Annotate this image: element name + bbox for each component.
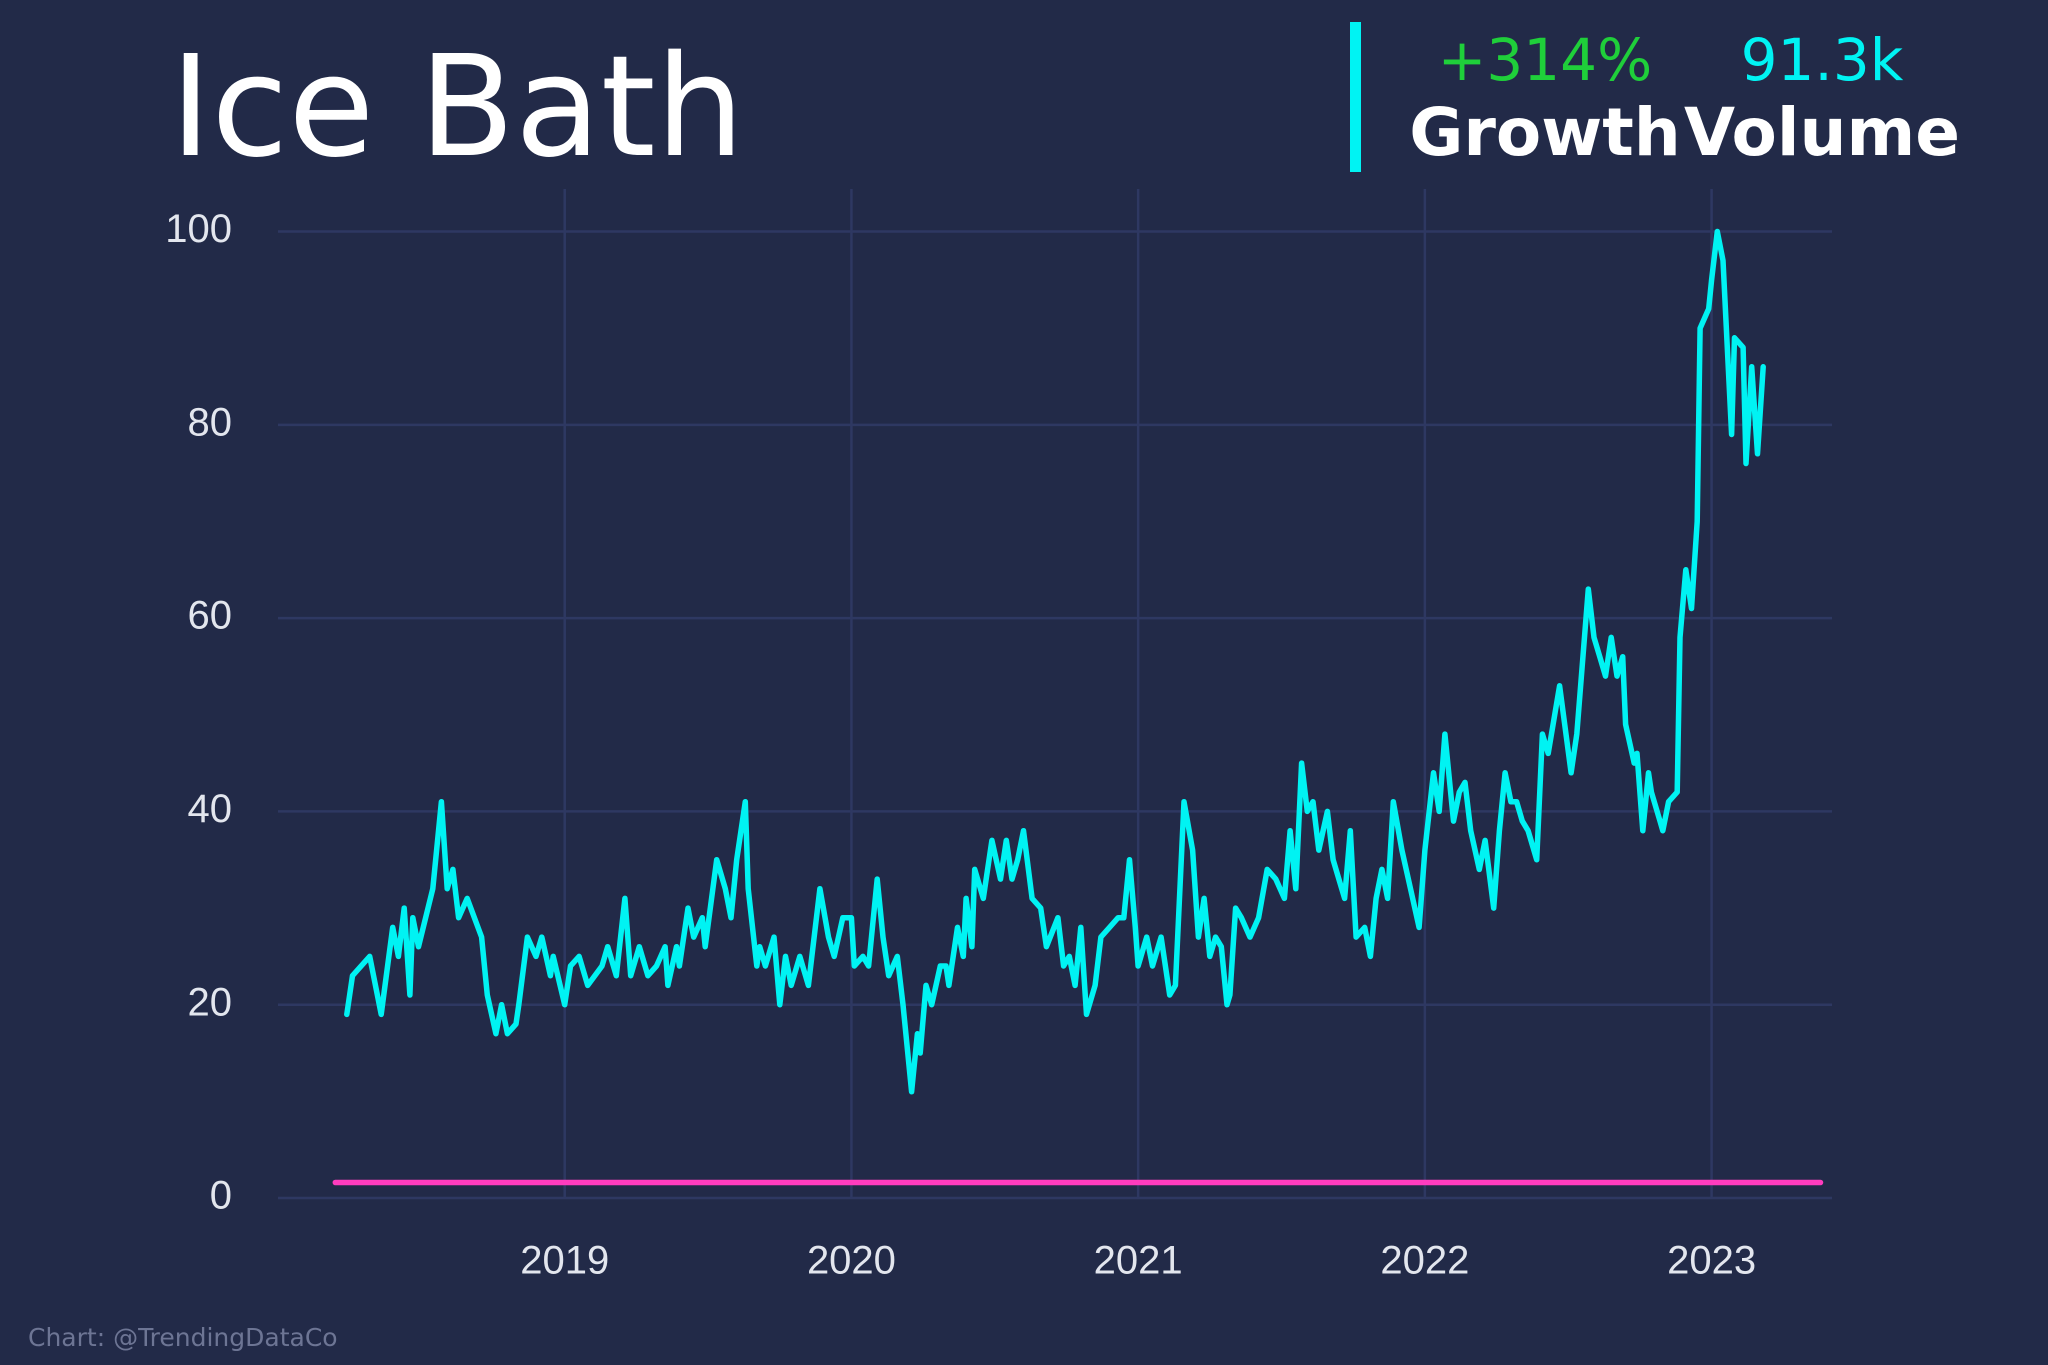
chart-title: Ice Bath: [170, 26, 744, 189]
y-tick-label: 100: [165, 207, 232, 251]
x-tick-label: 2020: [807, 1239, 896, 1283]
volume-value: 91.3k: [1741, 26, 1904, 94]
y-tick-label: 20: [188, 980, 233, 1024]
credit: Chart: @TrendingDataCo: [28, 1323, 338, 1352]
x-tick-label: 2021: [1094, 1239, 1183, 1283]
growth-label: Growth: [1409, 94, 1681, 171]
growth-value: +314%: [1438, 26, 1652, 94]
x-tick-label: 2023: [1667, 1239, 1756, 1283]
y-tick-label: 40: [188, 787, 233, 831]
x-tick-label: 2019: [520, 1239, 609, 1283]
line: [344, 228, 1766, 1095]
x-tick-label: 2022: [1380, 1239, 1469, 1283]
volume-label: Volume: [1684, 94, 1960, 171]
y-tick-label: 0: [210, 1174, 232, 1218]
y-tick-label: 80: [188, 400, 233, 444]
y-tick-label: 60: [188, 594, 233, 638]
header-divider: [1350, 22, 1361, 172]
